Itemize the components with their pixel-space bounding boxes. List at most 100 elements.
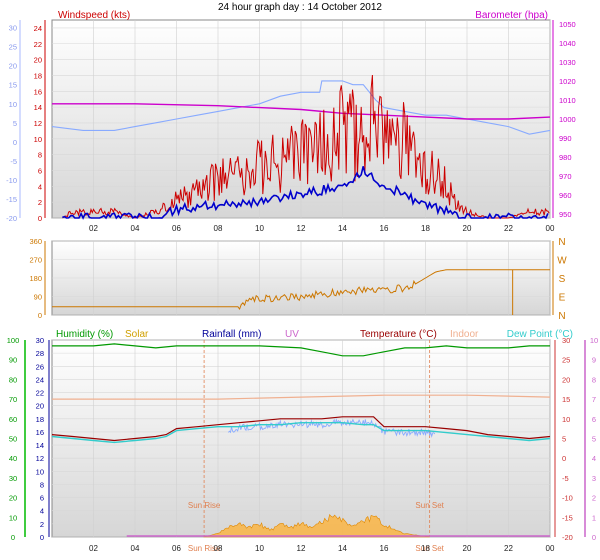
time-tick-label: 00 <box>546 224 555 233</box>
baro-tick-label: 990 <box>559 134 572 143</box>
uv-tick-label: 6 <box>592 415 596 424</box>
wind-tick-label: 6 <box>38 166 42 175</box>
uv-tick-label: 4 <box>592 454 596 463</box>
baro-tick-label: 950 <box>559 210 572 219</box>
cardinal-label: N <box>558 311 565 322</box>
baro-tick-label: 1040 <box>559 39 576 48</box>
time-tick-label: 10 <box>255 224 264 233</box>
wind-tick-label: 8 <box>38 151 42 160</box>
temperature-tick-label: 20 <box>562 375 570 384</box>
cardinal-label: W <box>557 256 567 267</box>
time-tick-label: 10 <box>255 544 264 553</box>
rainfall-tick-label: 18 <box>36 415 44 424</box>
wind-tick-label: 18 <box>34 71 42 80</box>
outer-left-tick-label: -20 <box>6 214 17 223</box>
wind-tick-label: 24 <box>34 24 42 33</box>
humidity-tick-label: 10 <box>9 513 17 522</box>
cardinal-label: S <box>559 274 566 285</box>
baro-tick-label: 1010 <box>559 96 576 105</box>
baro-tick-label: 1020 <box>559 77 576 86</box>
rainfall-tick-label: 0 <box>40 533 44 542</box>
rainfall-tick-label: 10 <box>36 467 44 476</box>
baro-tick-label: 1050 <box>559 20 576 29</box>
uv-tick-label: 5 <box>592 435 596 444</box>
humidity-tick-label: 60 <box>9 415 17 424</box>
wind-tick-label: 2 <box>38 198 42 207</box>
barometer-line <box>52 103 551 120</box>
rainfall-tick-label: 20 <box>36 402 44 411</box>
temperature-label: Temperature (°C) <box>360 329 437 340</box>
time-tick-label: 12 <box>297 224 306 233</box>
temperature-tick-label: 10 <box>562 415 570 424</box>
baro-tick-label: 1000 <box>559 115 576 124</box>
time-tick-label: 02 <box>89 544 98 553</box>
indoor-series <box>52 394 551 400</box>
time-tick-label: 06 <box>172 224 181 233</box>
light-blue-trace <box>51 80 551 135</box>
time-tick-label: 08 <box>214 224 223 233</box>
wind-tick-label: 16 <box>34 87 42 96</box>
rainfall-tick-label: 14 <box>36 441 44 450</box>
outer-left-tick-label: -5 <box>10 157 17 166</box>
uv-tick-label: 7 <box>592 395 596 404</box>
uv-tick-label: 9 <box>592 356 596 365</box>
outer-left-tick-label: 10 <box>9 100 17 109</box>
rainfall-tick-label: 8 <box>40 480 44 489</box>
outer-left-tick-label: 5 <box>13 119 17 128</box>
humidity-tick-label: 50 <box>9 435 17 444</box>
rainfall-tick-label: 2 <box>40 520 44 529</box>
humidity-tick-label: 30 <box>9 474 17 483</box>
baro-tick-label: 970 <box>559 172 572 181</box>
time-tick-label: 16 <box>380 224 389 233</box>
direction-tick-label: 180 <box>29 274 42 283</box>
indoor-label: Indoor <box>450 329 479 340</box>
wind-axis-title: Windspeed (kts) <box>58 10 130 21</box>
uv-tick-label: 0 <box>592 533 596 542</box>
temperature-tick-label: -5 <box>562 474 569 483</box>
time-tick-label: 02 <box>89 224 98 233</box>
dewpoint-series <box>51 422 551 444</box>
rainfall-tick-label: 16 <box>36 428 44 437</box>
time-tick-label: 08 <box>214 544 223 553</box>
direction-tick-label: 270 <box>29 256 42 265</box>
wind-tick-label: 4 <box>38 182 42 191</box>
humidity-tick-label: 80 <box>9 375 17 384</box>
outer-left-tick-label: 15 <box>9 81 17 90</box>
temperature-tick-label: 25 <box>562 356 570 365</box>
outer-left-tick-label: 0 <box>13 138 17 147</box>
humidity-tick-label: 100 <box>7 336 20 345</box>
uv-tick-label: 10 <box>590 336 598 345</box>
dewpoint-label: Dew Point (°C) <box>507 329 573 340</box>
time-tick-label: 14 <box>338 544 347 553</box>
temperature-tick-label: -15 <box>562 513 573 522</box>
humidity-tick-label: 0 <box>11 533 15 542</box>
direction-tick-label: 90 <box>34 293 42 302</box>
time-tick-label: 04 <box>131 544 140 553</box>
rainfall-tick-label: 30 <box>36 336 44 345</box>
uv-tick-label: 8 <box>592 375 596 384</box>
rainfall-tick-label: 6 <box>40 494 44 503</box>
rainfall-tick-label: 12 <box>36 454 44 463</box>
humidity-label: Humidity (%) <box>56 329 113 340</box>
rainfall-tick-label: 4 <box>40 507 44 516</box>
temperature-tick-label: 0 <box>562 454 566 463</box>
outer-left-tick-label: 30 <box>9 24 17 33</box>
temperature-series <box>51 416 551 442</box>
chart-title: 24 hour graph day : 14 October 2012 <box>218 2 382 13</box>
wind-tick-label: 12 <box>34 119 42 128</box>
sunset-label: Sun Set <box>415 501 444 510</box>
uv-tick-label: 2 <box>592 494 596 503</box>
temperature-tick-label: 30 <box>562 336 570 345</box>
rainfall-tick-label: 24 <box>36 375 44 384</box>
time-tick-label: 12 <box>297 544 306 553</box>
baro-axis-title: Barometer (hpa) <box>475 10 548 21</box>
uv-tick-label: 1 <box>592 513 596 522</box>
time-tick-label: 00 <box>546 544 555 553</box>
sunset-bottom-label: Sun Set <box>415 544 444 553</box>
wind-direction-series <box>52 269 550 311</box>
humidity-tick-label: 20 <box>9 494 17 503</box>
temperature-tick-label: 5 <box>562 435 566 444</box>
outer-left-tick-label: -15 <box>6 195 17 204</box>
